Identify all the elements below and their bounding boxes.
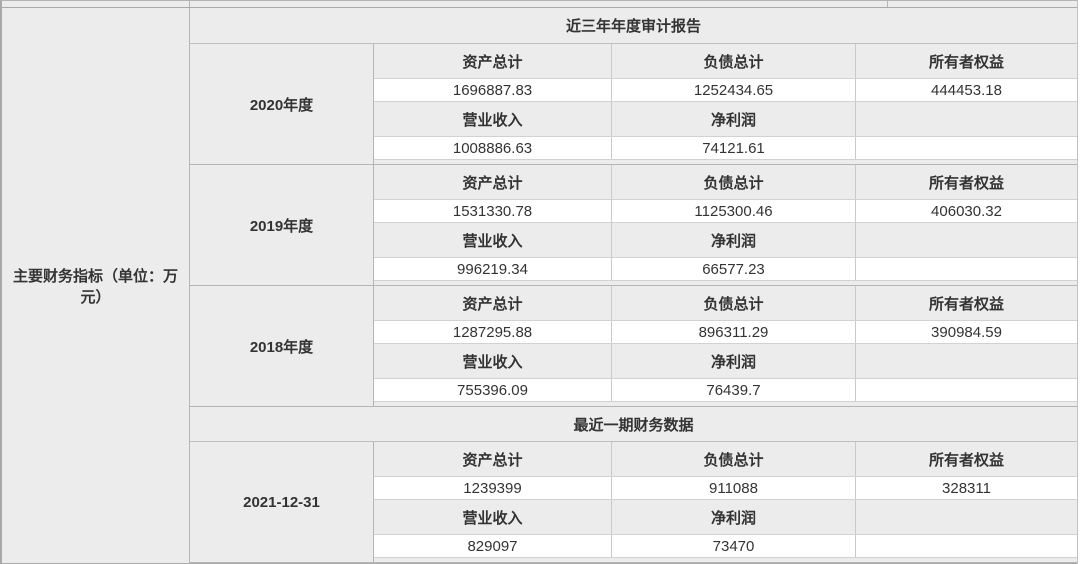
value-net-profit: 76439.7 — [611, 379, 855, 401]
header-row: 营业收入 净利润 — [374, 102, 1077, 137]
block-filler — [374, 402, 1077, 406]
value-operating-revenue: 1008886.63 — [452, 139, 533, 157]
top-cutoff-cell — [190, 1, 888, 7]
col-header-owners-equity: 所有者权益 — [855, 165, 1077, 199]
value-total-liabilities: 1252434.65 — [611, 79, 855, 101]
value-total-assets: 1696887.83 — [452, 81, 533, 99]
block-filler — [374, 160, 1077, 164]
value-row: 1696887.83 1252434.65 444453.18 — [374, 79, 1077, 102]
period-label-2021-12-31: 2021-12-31 — [190, 442, 374, 562]
year-block-2020: 2020年度 资产总计 负债总计 所有者权益 1696887.83 125243… — [190, 44, 1077, 165]
col-header-total-assets: 资产总计 — [462, 53, 523, 71]
year-block-rows: 资产总计 负债总计 所有者权益 1696887.83 1252434.65 44… — [374, 44, 1077, 164]
header-row: 资产总计 负债总计 所有者权益 — [374, 165, 1077, 200]
col-header-total-liabilities: 负债总计 — [611, 442, 855, 476]
empty-value-cell — [855, 535, 1077, 557]
value-net-profit: 73470 — [611, 535, 855, 557]
col-header-total-liabilities: 负债总计 — [611, 44, 855, 78]
year-block-rows: 资产总计 负债总计 所有者权益 1531330.78 1125300.46 40… — [374, 165, 1077, 285]
empty-header-cell — [855, 500, 1077, 534]
header-row: 营业收入 净利润 — [374, 223, 1077, 258]
row-label-main-financial-indicators: 主要财务指标（单位：万元） — [2, 8, 190, 563]
header-row: 营业收入 净利润 — [374, 500, 1077, 535]
col-header-net-profit: 净利润 — [611, 500, 855, 534]
empty-value-cell — [855, 379, 1077, 401]
empty-value-cell — [855, 137, 1077, 159]
value-total-liabilities: 1125300.46 — [611, 200, 855, 222]
year-block-2019: 2019年度 资产总计 负债总计 所有者权益 1531330.78 112530… — [190, 165, 1077, 286]
value-row: 1239399 911088 328311 — [374, 477, 1077, 500]
value-total-liabilities: 911088 — [611, 477, 855, 499]
value-row: 829097 73470 — [374, 535, 1077, 558]
section-title-annual-audit-reports: 近三年年度审计报告 — [190, 8, 1077, 44]
col-header-owners-equity: 所有者权益 — [855, 44, 1077, 78]
header-row: 资产总计 负债总计 所有者权益 — [374, 44, 1077, 79]
period-label-2018: 2018年度 — [190, 286, 374, 406]
value-row: 1287295.88 896311.29 390984.59 — [374, 321, 1077, 344]
value-net-profit: 66577.23 — [611, 258, 855, 280]
section-title-latest-financial-data: 最近一期财务数据 — [190, 407, 1077, 442]
period-label-2019: 2019年度 — [190, 165, 374, 285]
col-header-owners-equity: 所有者权益 — [855, 286, 1077, 320]
col-header-total-liabilities: 负债总计 — [611, 286, 855, 320]
table-top-cutoff-row — [2, 1, 1077, 8]
value-owners-equity: 444453.18 — [855, 79, 1077, 101]
top-cutoff-cell — [888, 1, 1077, 7]
col-header-operating-revenue: 营业收入 — [462, 353, 523, 371]
value-net-profit: 74121.61 — [611, 137, 855, 159]
value-owners-equity: 390984.59 — [855, 321, 1077, 343]
col-header-net-profit: 净利润 — [611, 344, 855, 378]
col-header-total-assets: 资产总计 — [462, 174, 523, 192]
value-operating-revenue: 829097 — [467, 537, 518, 555]
col-header-total-liabilities: 负债总计 — [611, 165, 855, 199]
value-operating-revenue: 755396.09 — [457, 381, 528, 399]
top-cutoff-cell — [2, 1, 190, 7]
period-block-2021-12-31: 2021-12-31 资产总计 负债总计 所有者权益 1239399 91108… — [190, 442, 1077, 563]
col-header-owners-equity: 所有者权益 — [855, 442, 1077, 476]
value-total-assets: 1239399 — [463, 479, 522, 497]
col-header-net-profit: 净利润 — [611, 102, 855, 136]
block-filler — [374, 558, 1077, 562]
col-header-total-assets: 资产总计 — [462, 295, 523, 313]
table-content: 近三年年度审计报告 2020年度 资产总计 负债总计 所有者权益 1696887… — [190, 8, 1077, 563]
col-header-net-profit: 净利润 — [611, 223, 855, 257]
header-row: 资产总计 负债总计 所有者权益 — [374, 286, 1077, 321]
value-operating-revenue: 996219.34 — [457, 260, 528, 278]
empty-value-cell — [855, 258, 1077, 280]
period-label-2020: 2020年度 — [190, 44, 374, 164]
block-filler — [374, 281, 1077, 285]
value-row: 755396.09 76439.7 — [374, 379, 1077, 402]
col-header-total-assets: 资产总计 — [462, 451, 523, 469]
col-header-operating-revenue: 营业收入 — [462, 509, 523, 527]
value-total-assets: 1287295.88 — [452, 323, 533, 341]
table-body: 主要财务指标（单位：万元） 近三年年度审计报告 2020年度 资产总计 负债总计… — [2, 8, 1077, 563]
value-owners-equity: 406030.32 — [855, 200, 1077, 222]
value-owners-equity: 328311 — [855, 477, 1077, 499]
empty-header-cell — [855, 102, 1077, 136]
value-row: 1531330.78 1125300.46 406030.32 — [374, 200, 1077, 223]
empty-header-cell — [855, 344, 1077, 378]
year-block-rows: 资产总计 负债总计 所有者权益 1239399 911088 328311 营业… — [374, 442, 1077, 562]
col-header-operating-revenue: 营业收入 — [462, 232, 523, 250]
header-row: 资产总计 负债总计 所有者权益 — [374, 442, 1077, 477]
value-row: 1008886.63 74121.61 — [374, 137, 1077, 160]
year-block-2018: 2018年度 资产总计 负债总计 所有者权益 1287295.88 896311… — [190, 286, 1077, 407]
year-block-rows: 资产总计 负债总计 所有者权益 1287295.88 896311.29 390… — [374, 286, 1077, 406]
value-total-assets: 1531330.78 — [452, 202, 533, 220]
col-header-operating-revenue: 营业收入 — [462, 111, 523, 129]
empty-header-cell — [855, 223, 1077, 257]
value-total-liabilities: 896311.29 — [611, 321, 855, 343]
header-row: 营业收入 净利润 — [374, 344, 1077, 379]
value-row: 996219.34 66577.23 — [374, 258, 1077, 281]
